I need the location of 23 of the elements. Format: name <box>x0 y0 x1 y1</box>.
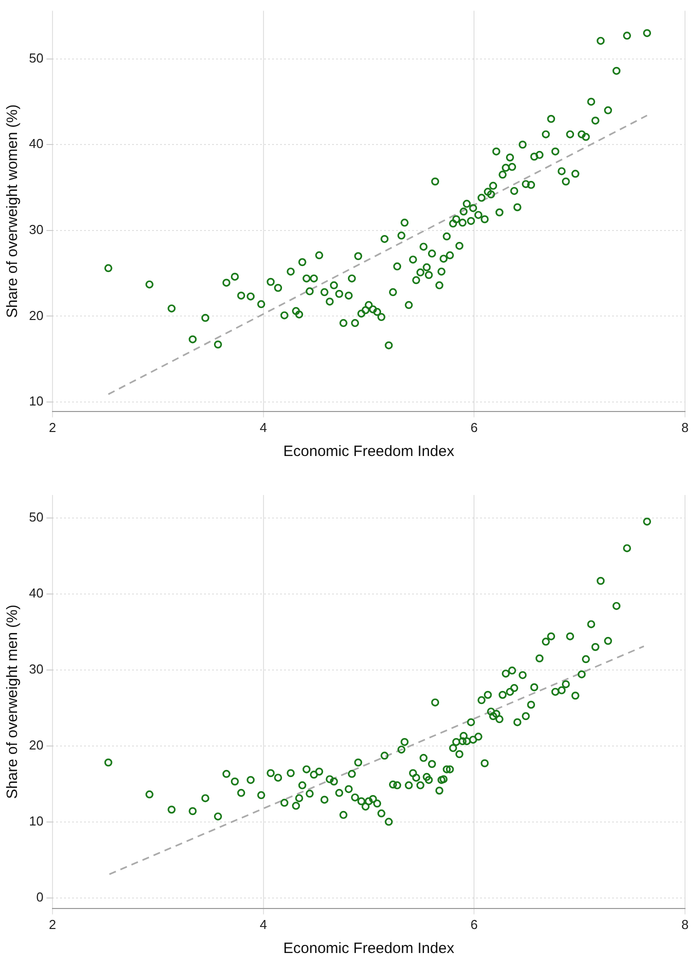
x-tick-label: 2 <box>48 916 56 932</box>
y-tick-label: 30 <box>28 661 44 676</box>
x-axis-title: Economic Freedom Index <box>283 940 455 958</box>
y-tick-label: 10 <box>28 813 44 828</box>
y-tick-label: 50 <box>28 509 44 524</box>
x-tick-label: 8 <box>681 420 689 435</box>
y-axis-title: Share of overweight women (%) <box>4 104 22 318</box>
x-tick-label: 6 <box>470 916 478 932</box>
y-tick-label: 40 <box>28 136 44 152</box>
x-tick-label: 8 <box>681 916 689 932</box>
x-tick-label: 6 <box>470 420 478 435</box>
y-tick-label: 20 <box>28 737 44 752</box>
x-tick-label: 2 <box>48 420 56 435</box>
x-axis-title: Economic Freedom Index <box>283 443 455 460</box>
y-tick-label: 50 <box>28 50 44 66</box>
y-tick-label: 0 <box>36 889 44 904</box>
y-axis-title: Share of overweight men (%) <box>4 604 22 799</box>
x-tick-label: 4 <box>260 420 267 435</box>
y-tick-label: 20 <box>28 308 44 323</box>
x-tick-label: 4 <box>260 916 267 932</box>
y-tick-label: 40 <box>28 585 44 600</box>
y-tick-label: 30 <box>28 222 44 237</box>
y-tick-label: 10 <box>28 394 44 409</box>
